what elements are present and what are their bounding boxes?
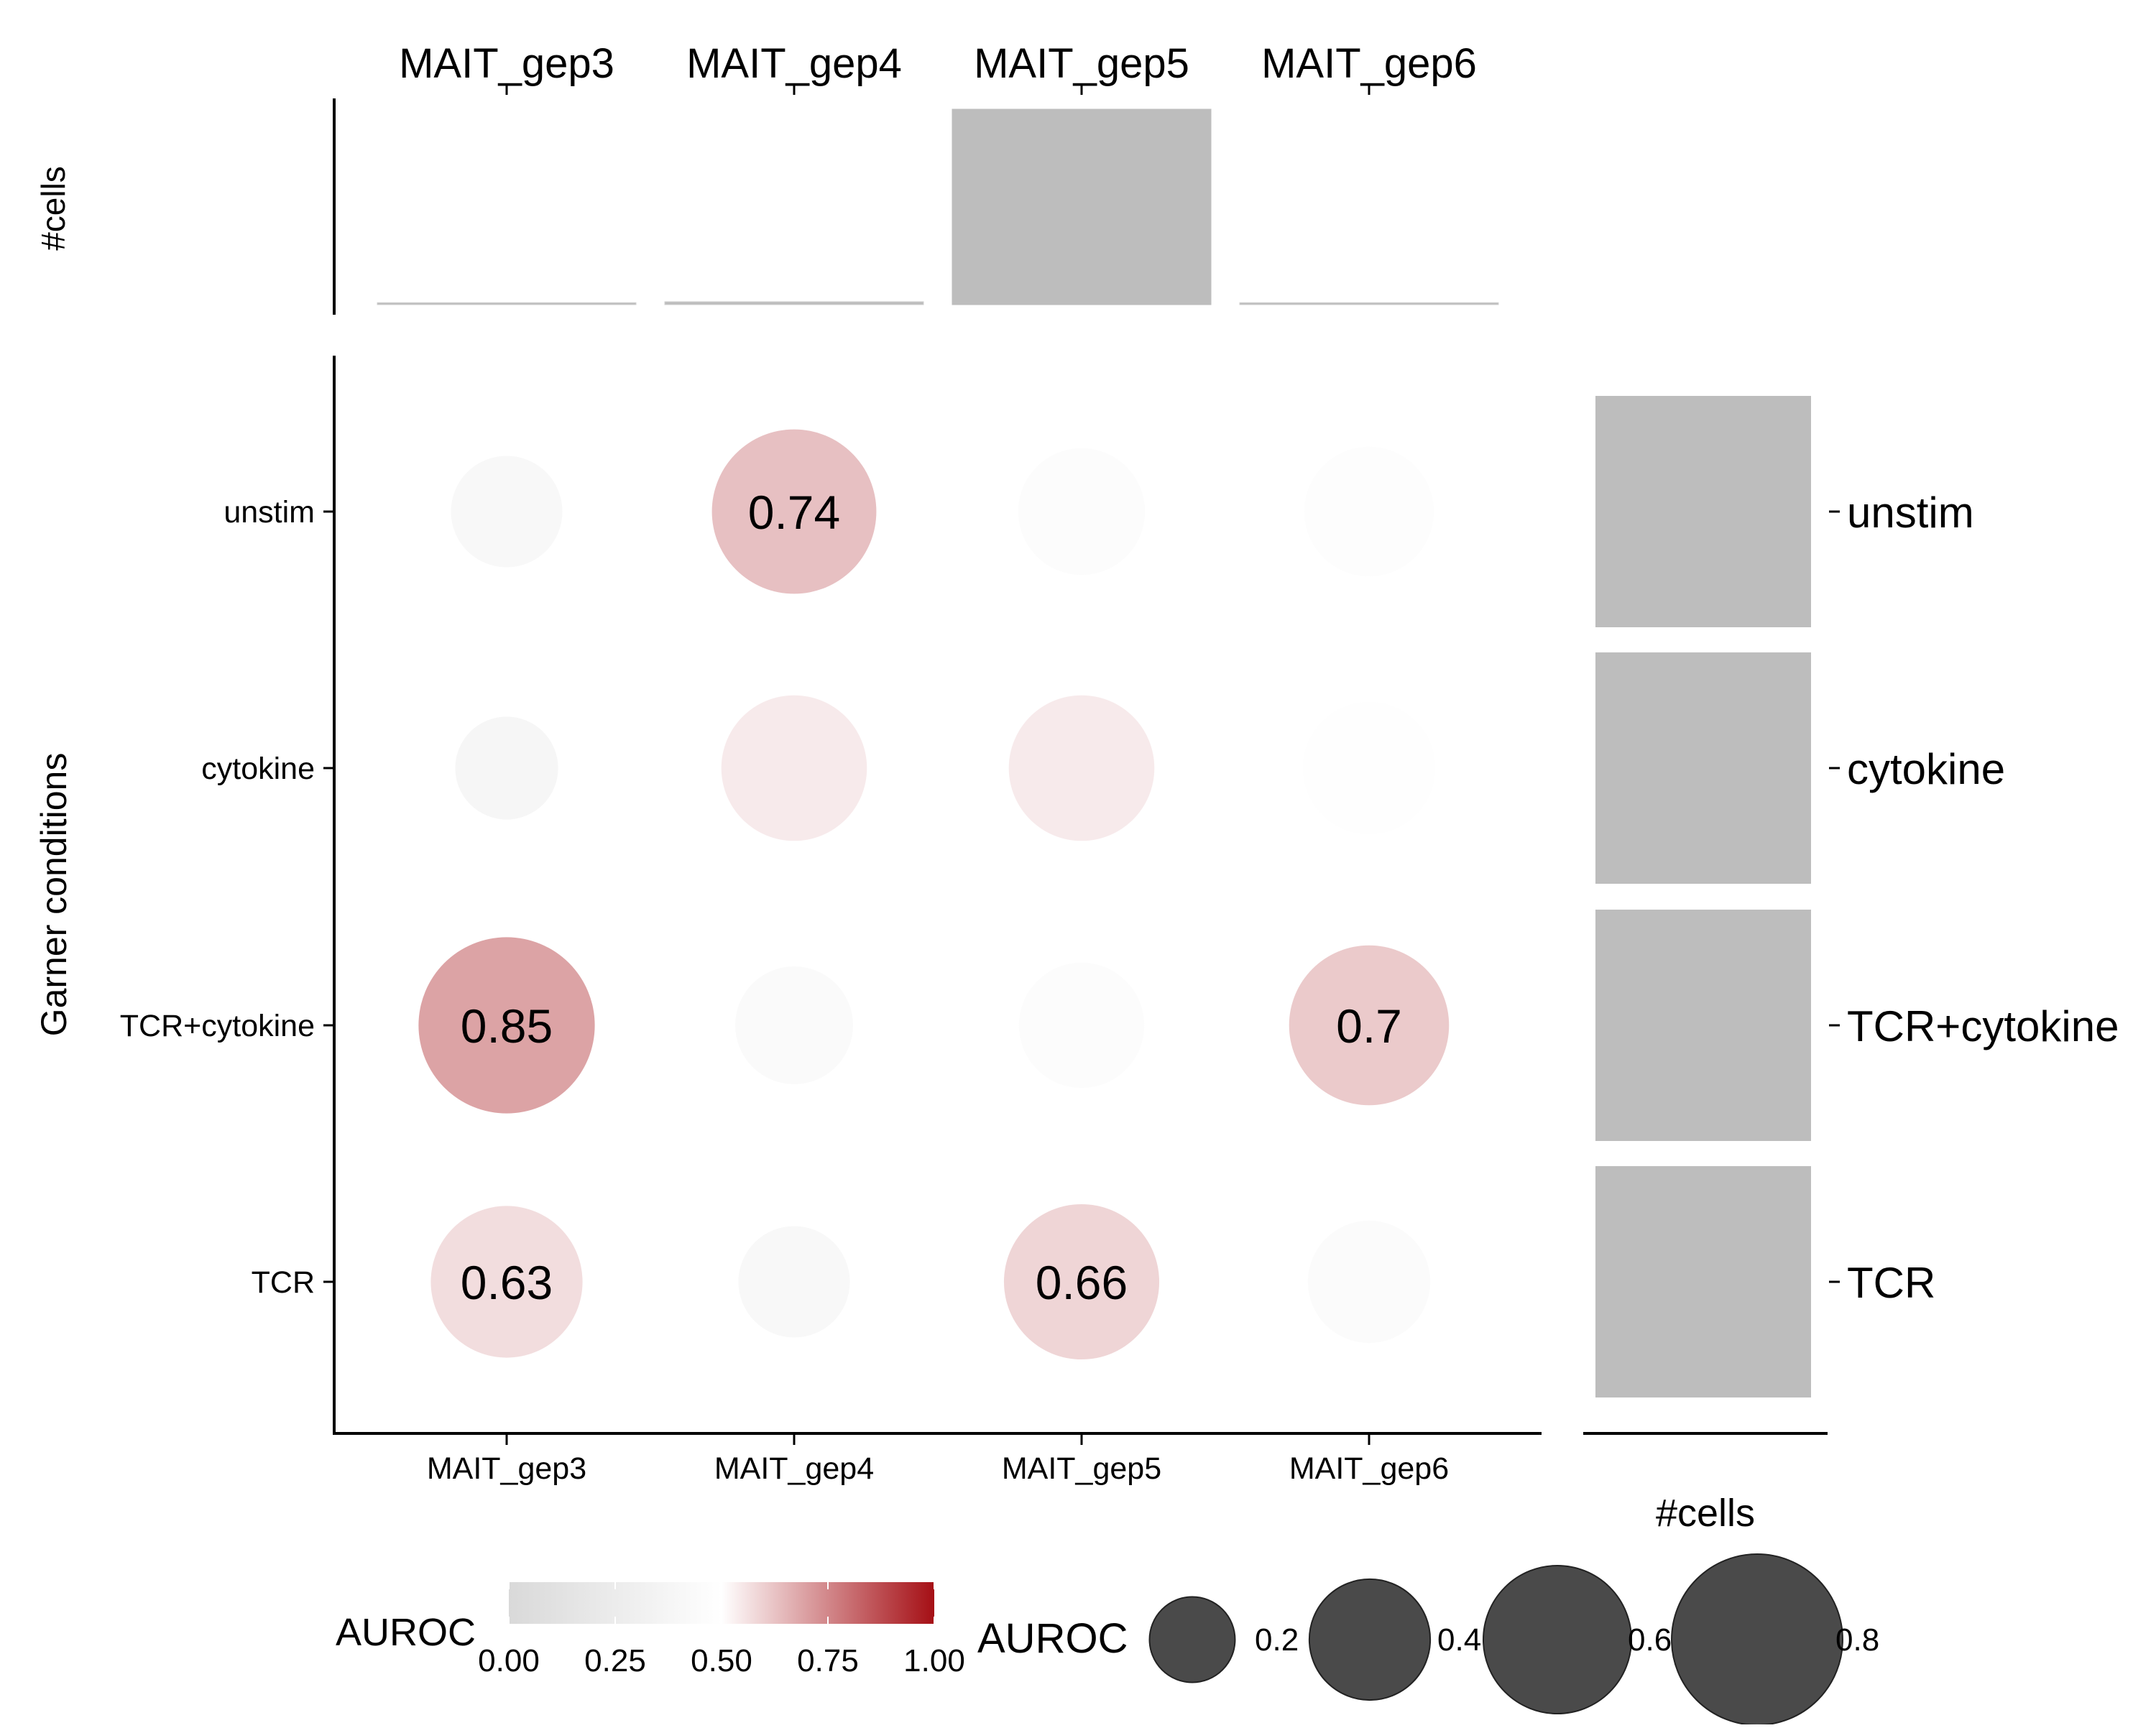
value-label: 0.7 bbox=[1336, 999, 1402, 1053]
right-panel-axis-label: #cells bbox=[1656, 1492, 1755, 1535]
top-cells-bar bbox=[1239, 302, 1499, 305]
row-label-right: TCR+cytokine bbox=[1847, 1002, 2119, 1050]
auroc-dot bbox=[1307, 1220, 1431, 1344]
row-label-right: unstim bbox=[1847, 489, 1974, 537]
column-label-top: MAIT_gep5 bbox=[974, 40, 1189, 87]
value-label: 0.66 bbox=[1036, 1256, 1128, 1309]
auroc-dot bbox=[711, 429, 877, 594]
top-cells-bar bbox=[664, 301, 924, 305]
size-legend-label: 0.2 bbox=[1255, 1622, 1299, 1658]
color-legend-title: AUROC bbox=[336, 1611, 476, 1654]
color-legend-tick-label: 0.50 bbox=[691, 1643, 752, 1678]
row-label: TCR bbox=[252, 1265, 315, 1300]
size-legend-label: 0.8 bbox=[1835, 1622, 1879, 1658]
size-legend-circle bbox=[1482, 1564, 1633, 1715]
row-label-right: cytokine bbox=[1847, 745, 2005, 793]
size-legend-circle bbox=[1308, 1578, 1432, 1701]
top-cells-bar bbox=[377, 302, 637, 305]
column-label-bottom: MAIT_gep5 bbox=[1002, 1451, 1161, 1486]
size-legend-label: 0.4 bbox=[1437, 1622, 1481, 1658]
auroc-dot bbox=[1003, 1203, 1160, 1360]
auroc-dot bbox=[418, 937, 595, 1114]
row-label: unstim bbox=[224, 495, 315, 530]
column-label-top: MAIT_gep3 bbox=[399, 40, 614, 87]
main-dot-panel: Garner conditions unstim cytokine TCR+cytok… bbox=[34, 356, 1542, 1486]
auroc-dot bbox=[1304, 446, 1434, 577]
size-legend-title: AUROC bbox=[977, 1615, 1128, 1662]
auroc-dot bbox=[1008, 695, 1155, 841]
row-label: TCR+cytokine bbox=[120, 1009, 315, 1043]
size-legend-circle bbox=[1671, 1553, 1843, 1726]
auroc-dot bbox=[1018, 962, 1145, 1089]
auroc-dot bbox=[738, 1226, 850, 1338]
size-legend-circle bbox=[1148, 1596, 1236, 1683]
column-label-bottom: MAIT_gep3 bbox=[427, 1451, 586, 1486]
auroc-dot bbox=[455, 716, 558, 820]
row-label-right: TCR bbox=[1847, 1259, 1935, 1307]
column-label-bottom: MAIT_gep6 bbox=[1289, 1451, 1449, 1486]
auroc-dot bbox=[430, 1206, 583, 1358]
y-axis-label: Garner conditions bbox=[34, 753, 74, 1037]
right-cells-bar bbox=[1595, 1166, 1811, 1397]
right-cells-bar bbox=[1595, 652, 1811, 884]
color-legend-tick-label: 0.00 bbox=[478, 1643, 540, 1678]
top-panel-axis-label: #cells bbox=[34, 166, 72, 251]
color-legend-tick-label: 0.25 bbox=[584, 1643, 646, 1678]
column-label-top: MAIT_gep4 bbox=[686, 40, 902, 87]
column-label-top: MAIT_gep6 bbox=[1261, 40, 1477, 87]
auroc-dot bbox=[1289, 945, 1450, 1106]
right-cells-bar bbox=[1595, 910, 1811, 1141]
color-legend-tick-label: 1.00 bbox=[903, 1643, 965, 1678]
color-legend-tick-label: 0.75 bbox=[797, 1643, 859, 1678]
value-label: 0.85 bbox=[461, 999, 553, 1053]
auroc-dot bbox=[721, 695, 867, 841]
top-cells-panel: #cells MAIT_gep3 MAIT_gep4 MAIT_gep5 MAIT_ge… bbox=[34, 40, 1499, 315]
value-label: 0.74 bbox=[748, 486, 840, 539]
value-label: 0.63 bbox=[461, 1256, 553, 1309]
column-label-bottom: MAIT_gep4 bbox=[714, 1451, 874, 1486]
top-cells-bar bbox=[952, 108, 1212, 305]
auroc-dot bbox=[451, 456, 563, 568]
right-cells-bar bbox=[1595, 396, 1811, 627]
right-cells-panel: #cells unstim cytokine TCR+cytokine TCR bbox=[1583, 396, 2119, 1535]
auroc-dot bbox=[1018, 448, 1146, 576]
row-label: cytokine bbox=[201, 752, 315, 786]
size-legend-label: 0.6 bbox=[1628, 1622, 1672, 1658]
auroc-dot bbox=[735, 966, 853, 1084]
auroc-dot bbox=[1302, 701, 1436, 835]
